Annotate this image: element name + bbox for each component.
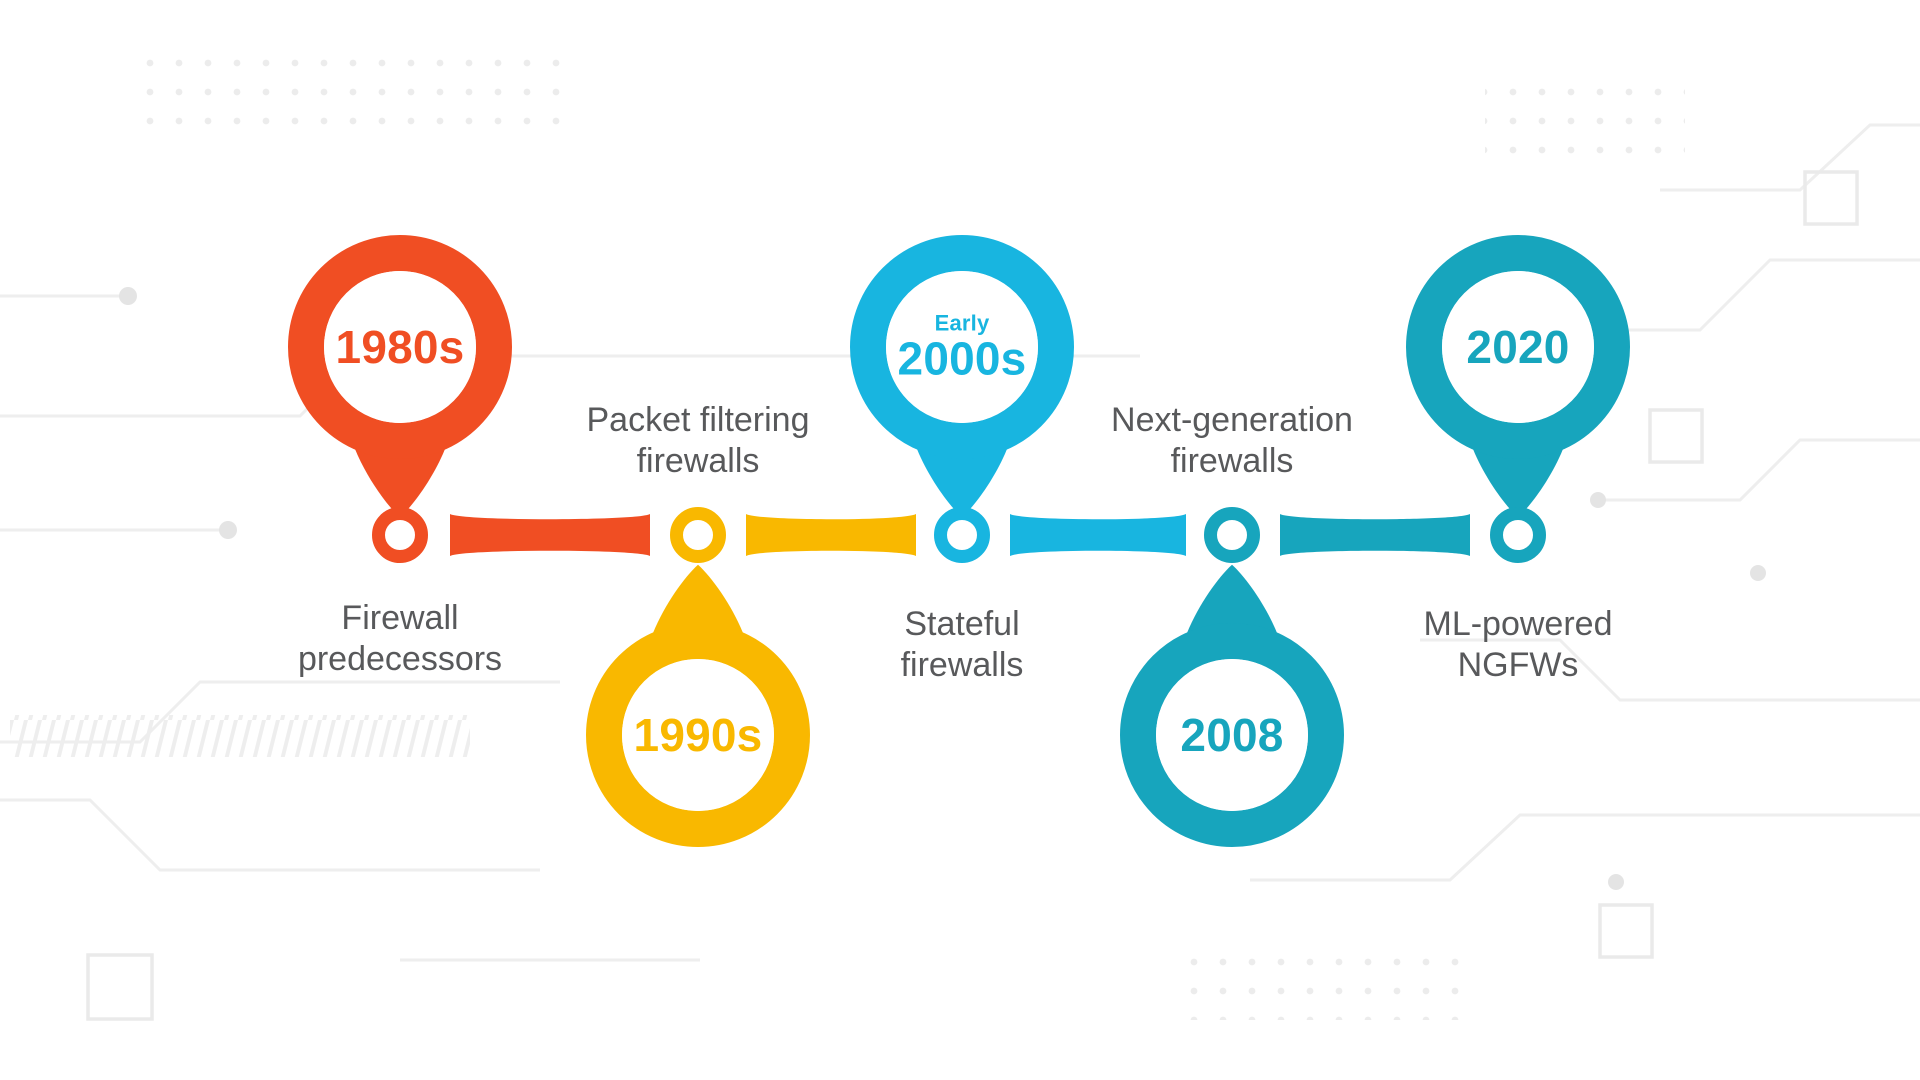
caption-firewall-predecessors: Firewall predecessors <box>298 598 502 681</box>
pin-tail <box>355 449 445 518</box>
pin-tail <box>917 449 1007 518</box>
node-ring <box>372 507 428 563</box>
caption-next-generation-firewalls: Next-generation firewalls <box>1111 400 1353 483</box>
caption-line-2: firewalls <box>900 646 1024 685</box>
caption-ml-powered-ngfws: ML-powered NGFWs <box>1424 604 1613 687</box>
pin-tail <box>1473 449 1563 518</box>
outline-squares <box>86 170 1859 1021</box>
caption-packet-filtering-firewalls: Packet filtering firewalls <box>587 400 810 483</box>
caption-line-1: Packet filtering <box>586 401 810 439</box>
node-ring <box>1204 507 1260 563</box>
node-2020[interactable] <box>1490 507 1546 563</box>
pin-firewall-predecessors[interactable] <box>288 235 512 518</box>
pin-stateful-firewalls[interactable] <box>850 235 1074 518</box>
node-2000s[interactable] <box>934 507 990 563</box>
pin-ml-powered-ngfws[interactable] <box>1406 235 1630 518</box>
caption-stateful-firewalls: Stateful firewalls <box>901 604 1024 687</box>
node-1990s[interactable] <box>670 507 726 563</box>
hatch-stripes-left <box>10 715 470 757</box>
pin-ring <box>850 235 1074 459</box>
segment-1990s-2000s <box>746 514 916 556</box>
pin-ring <box>288 235 512 459</box>
caption-line-2: predecessors <box>297 640 503 679</box>
pin-inner-disc <box>324 271 476 423</box>
caption-line-1: Firewall <box>341 599 459 637</box>
node-ring <box>670 507 726 563</box>
pin-tail <box>653 564 743 633</box>
pin-ring <box>1406 235 1630 459</box>
pin-next-generation-firewalls[interactable] <box>1120 564 1344 847</box>
dot-grid-bottom <box>1175 940 1465 1020</box>
caption-line-1: Stateful <box>904 605 1020 643</box>
segment-1980s-1990s <box>450 514 650 556</box>
pin-ring <box>1120 623 1344 847</box>
caption-line-2: firewalls <box>1170 442 1294 481</box>
pin-inner-disc <box>886 271 1038 423</box>
caption-line-1: ML-powered <box>1423 605 1613 643</box>
pin-tail <box>1187 564 1277 633</box>
dot-grid-top-left <box>140 55 560 135</box>
pin-inner-disc <box>622 659 774 811</box>
pin-inner-disc <box>1156 659 1308 811</box>
pin-ring <box>586 623 810 847</box>
segment-2008-2020 <box>1280 514 1470 556</box>
caption-line-2: firewalls <box>636 442 760 481</box>
pin-inner-disc <box>1442 271 1594 423</box>
segment-2000s-2008 <box>1010 514 1186 556</box>
dot-grid-top-right <box>1485 68 1685 166</box>
node-1980s[interactable] <box>372 507 428 563</box>
node-ring <box>934 507 990 563</box>
node-ring <box>1490 507 1546 563</box>
circuit-nodes <box>119 287 1766 890</box>
pin-packet-filtering-firewalls[interactable] <box>586 564 810 847</box>
caption-line-2: NGFWs <box>1457 646 1579 685</box>
node-2008[interactable] <box>1204 507 1260 563</box>
caption-line-1: Next-generation <box>1111 401 1353 439</box>
